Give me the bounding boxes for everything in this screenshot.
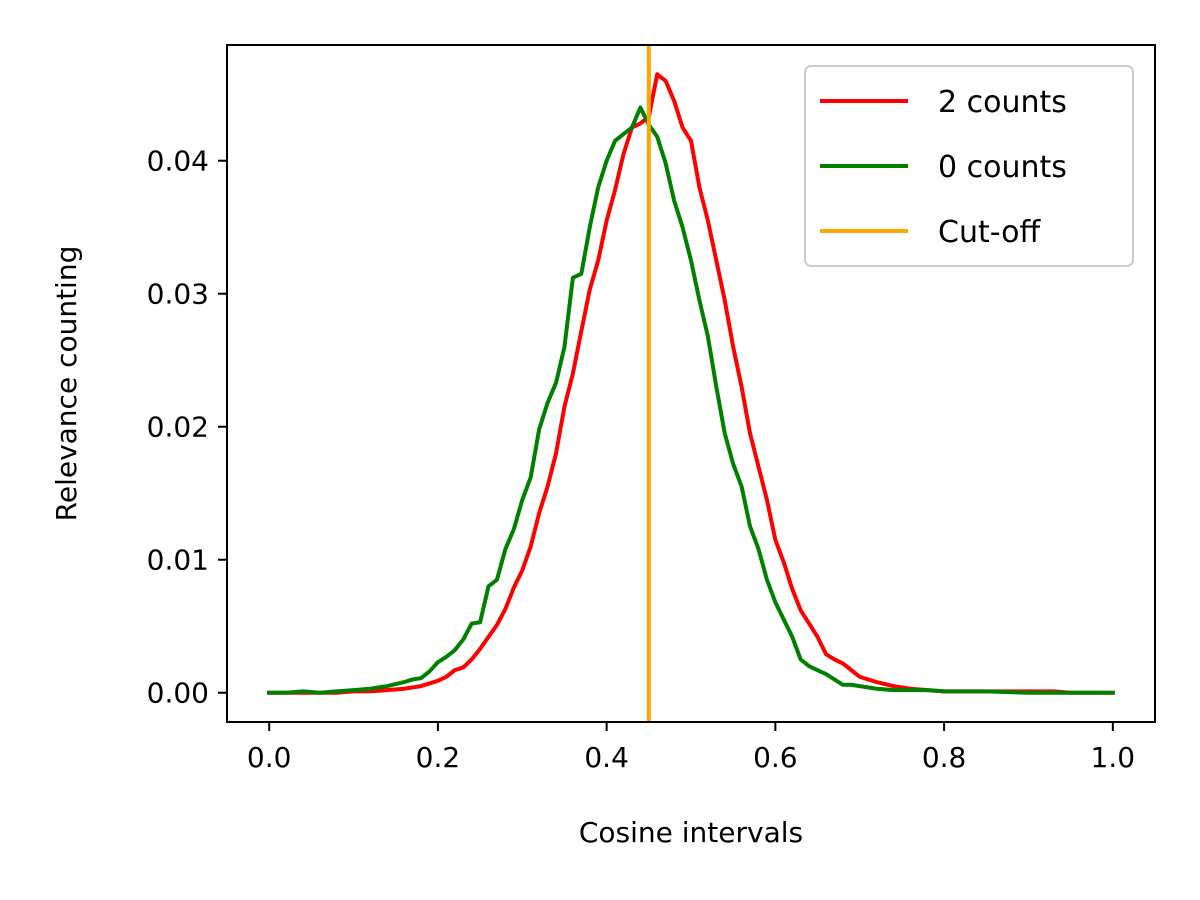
x-tick-label: 0.2 xyxy=(416,741,461,774)
axes-frame xyxy=(226,44,1156,723)
y-tick-label: 0.04 xyxy=(147,145,209,178)
legend-label: 2 counts xyxy=(938,85,1067,120)
series-line-zero-counts xyxy=(267,105,1115,695)
legend-label: Cut-off xyxy=(938,215,1041,250)
y-axis-ticks: 0.00 0.01 0.02 0.03 0.04 xyxy=(147,145,227,710)
x-tick-label: 0.4 xyxy=(584,741,629,774)
y-axis-label: Relevance counting xyxy=(50,246,83,522)
legend-entry-zero-counts: 0 counts xyxy=(820,150,1067,185)
y-tick-label: 0.01 xyxy=(147,544,209,577)
plot-area xyxy=(267,45,1115,722)
legend-box xyxy=(804,65,1134,267)
legend-label: 0 counts xyxy=(938,150,1067,185)
x-axis-label: Cosine intervals xyxy=(579,816,803,849)
x-tick-label: 0.6 xyxy=(753,741,798,774)
x-tick-label: 0.8 xyxy=(922,741,967,774)
series-line-two-counts xyxy=(267,72,1115,695)
y-tick-label: 0.03 xyxy=(147,278,209,311)
y-tick-label: 0.00 xyxy=(147,677,209,710)
x-tick-label: 1.0 xyxy=(1091,741,1136,774)
legend: 2 counts 0 counts Cut-off xyxy=(804,65,1134,267)
legend-entry-two-counts: 2 counts xyxy=(820,85,1067,120)
y-tick-label: 0.02 xyxy=(147,411,209,444)
x-axis-ticks: 0.0 0.2 0.4 0.6 0.8 1.0 xyxy=(247,722,1135,774)
x-tick-label: 0.0 xyxy=(247,741,292,774)
legend-entry-cutoff: Cut-off xyxy=(820,215,1041,250)
